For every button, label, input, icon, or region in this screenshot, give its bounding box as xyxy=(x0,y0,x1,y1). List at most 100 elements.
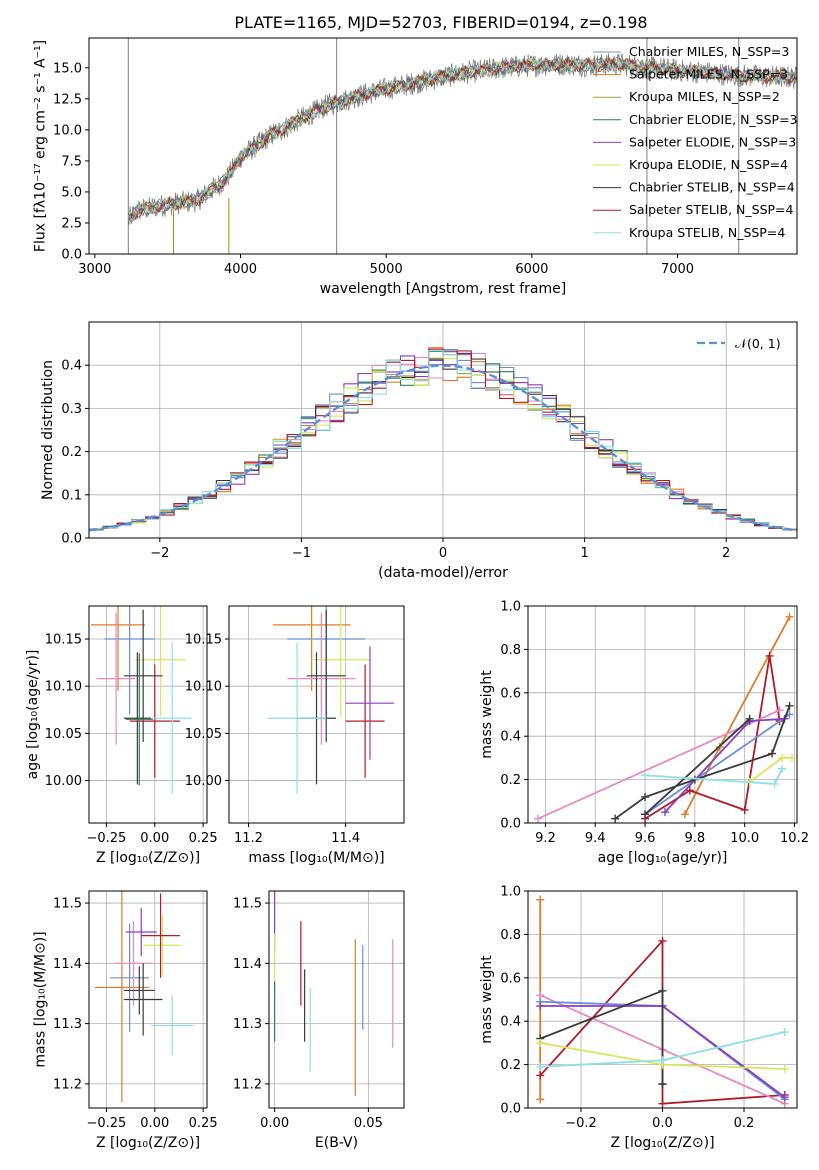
errorbar-point-2 xyxy=(96,612,136,745)
y-tick-label: 0.4 xyxy=(61,359,82,374)
weight-marker xyxy=(536,1095,545,1104)
weight-marker xyxy=(778,753,787,762)
x-tick-label: 5000 xyxy=(370,262,403,277)
weight-marker xyxy=(775,706,784,715)
y-tick-label: 10.10 xyxy=(185,680,222,695)
legend-entry: Chabrier ELODIE, N_SSP=3 xyxy=(629,112,798,127)
errorbar-point-6 xyxy=(129,664,180,778)
plot-area xyxy=(274,891,394,1096)
x-tick-label: −1 xyxy=(292,546,311,561)
histogram-8 xyxy=(89,350,797,531)
y-tick-label: 10.15 xyxy=(45,633,82,648)
x-axis-label: Z [log₁₀(Z/Z⊙)] xyxy=(96,850,200,866)
y-tick-label: 5.0 xyxy=(61,185,82,200)
y-axis-label: mass weight xyxy=(479,955,495,1044)
x-tick-label: 6000 xyxy=(515,262,548,277)
x-tick-label: 7000 xyxy=(661,262,694,277)
errorbar-point-0 xyxy=(104,606,155,715)
axes-frame xyxy=(88,321,798,539)
errorbar-point-6 xyxy=(345,664,385,778)
weight-marker xyxy=(611,814,620,823)
x-tick-label: 9.6 xyxy=(635,831,656,846)
y-tick-label: 10.00 xyxy=(185,774,222,789)
y-tick-label: 0.8 xyxy=(500,928,521,943)
plot-area xyxy=(127,38,797,254)
errorbar-point-0 xyxy=(110,923,149,1033)
y-tick-label: 10.10 xyxy=(45,680,82,695)
axes-frame xyxy=(527,890,798,1109)
weight-marker xyxy=(780,1093,789,1102)
x-axis-label: mass [log₁₀(M/M⊙)] xyxy=(248,850,384,866)
y-tick-label: 11.3 xyxy=(53,1017,82,1032)
x-axis-label: E(B-V) xyxy=(315,1135,358,1151)
y-tick-label: 0.4 xyxy=(500,730,521,745)
y-tick-label: 11.5 xyxy=(233,897,262,912)
weight-marker xyxy=(785,701,794,710)
y-tick-label: 11.3 xyxy=(233,1017,262,1032)
legend-entry: Chabrier MILES, N_SSP=3 xyxy=(629,44,789,59)
y-tick-label: 10.0 xyxy=(53,123,82,138)
weight-marker xyxy=(536,895,545,904)
plot-area xyxy=(533,612,797,823)
legend-entry: Kroupa MILES, N_SSP=2 xyxy=(629,89,780,104)
y-tick-label: 10.00 xyxy=(45,774,82,789)
weight-marker xyxy=(770,779,779,788)
y-tick-label: 11.4 xyxy=(233,957,262,972)
legend-entry: Salpeter ELODIE, N_SSP=3 xyxy=(629,134,796,149)
y-tick-label: 7.5 xyxy=(61,154,82,169)
y-axis-label: age [log₁₀(age/yr)] xyxy=(25,650,41,780)
figure-title: PLATE=1165, MJD=52703, FIBERID=0194, z=0… xyxy=(234,13,647,32)
weight-marker xyxy=(778,764,787,773)
errorbar-point-6 xyxy=(150,995,194,1056)
x-tick-label: 9.2 xyxy=(535,831,556,846)
gaussian-curve xyxy=(89,364,797,532)
y-tick-label: 11.2 xyxy=(53,1077,82,1092)
y-tick-label: 10.15 xyxy=(185,633,222,648)
y-tick-label: 0.0 xyxy=(61,532,82,547)
weight-marker xyxy=(641,810,650,819)
errorbar-point-5 xyxy=(123,609,163,742)
errorbar-point-5 xyxy=(141,893,180,978)
plot-area xyxy=(89,347,797,532)
x-tick-label: 1 xyxy=(580,546,588,561)
weight-marker xyxy=(658,1080,667,1089)
axes-mass-weight-vs-Z: −0.2 0.0 0.2 0.0 0.2 0.4 0.6 0.8 1.0 Z [log₁₀(Z/Z… xyxy=(479,885,798,1151)
x-axis-label: Z [log₁₀(Z/Z⊙)] xyxy=(610,1135,714,1151)
x-tick-label: 0.0 xyxy=(652,1116,673,1131)
x-tick-label: 3000 xyxy=(78,262,111,277)
y-tick-label: 0.0 xyxy=(500,817,521,832)
x-tick-label: 4000 xyxy=(224,262,257,277)
x-axis-label: age [log₁₀(age/yr)] xyxy=(598,850,728,866)
x-axis-label: Z [log₁₀(Z/Z⊙)] xyxy=(96,1135,200,1151)
weight-marker xyxy=(536,1038,545,1047)
x-tick-label: −0.2 xyxy=(565,1116,597,1131)
errorbar-point-1 xyxy=(272,606,351,691)
axes-residuals: −2 −1 0 1 2 0.0 0.1 0.2 0.3 0.4 (data-model)/error… xyxy=(40,321,798,581)
y-tick-label: 0.4 xyxy=(500,1015,521,1030)
legend-entry: Chabrier STELIB, N_SSP=4 xyxy=(629,180,795,195)
x-tick-label: −0.25 xyxy=(86,831,126,846)
y-tick-label: 1.0 xyxy=(500,885,521,900)
y-axis-label: mass weight xyxy=(479,670,495,759)
y-tick-label: 0.0 xyxy=(500,1102,521,1117)
x-tick-label: 2 xyxy=(722,546,730,561)
plot-area xyxy=(90,606,192,794)
weight-marker xyxy=(658,986,667,995)
model-line-8 xyxy=(128,56,797,225)
weight-marker xyxy=(780,1028,789,1037)
weight-marker xyxy=(658,1056,667,1065)
axes-frame xyxy=(228,605,405,824)
weight-marker xyxy=(533,814,542,823)
y-tick-label: 0.2 xyxy=(500,773,521,788)
panels: 3000 4000 5000 6000 70000.02.55.07.510.012.5… xyxy=(25,37,809,1151)
weight-marker xyxy=(745,714,754,723)
legend: Chabrier MILES, N_SSP=3 Salpeter MILES, N… xyxy=(593,44,798,240)
y-axis-label: Flux [fλ10⁻¹⁷ erg cm⁻² s⁻¹ A⁻¹] xyxy=(33,40,49,252)
axes-frame xyxy=(268,890,405,1109)
x-tick-label: 0.00 xyxy=(140,831,169,846)
errorbar-point-7 xyxy=(152,642,192,794)
legend: 𝒩(0, 1) xyxy=(697,336,781,351)
axes-age-vs-mass: 11.2 11.4 10.00 10.05 10.10 10.15 mass [log₁₀(… xyxy=(185,605,405,866)
